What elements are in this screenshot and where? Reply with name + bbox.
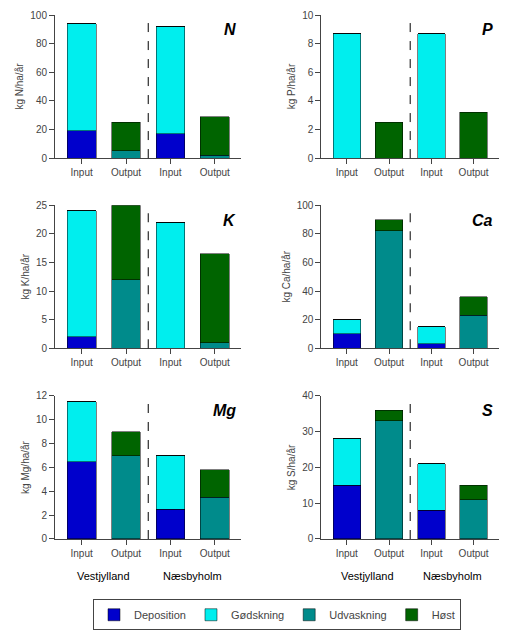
svg-text:Input: Input [336, 548, 358, 559]
svg-text:40: 40 [302, 390, 314, 401]
svg-text:0: 0 [41, 533, 47, 544]
svg-text:Input: Input [420, 548, 442, 559]
svg-text:Udvaskning: Udvaskning [329, 609, 386, 621]
svg-text:Vestjylland: Vestjylland [77, 570, 130, 582]
svg-text:60: 60 [302, 257, 314, 268]
svg-text:kg S/ha/år: kg S/ha/år [286, 444, 297, 490]
svg-text:4: 4 [41, 486, 47, 497]
svg-text:Gødskning: Gødskning [231, 609, 284, 621]
svg-text:60: 60 [36, 67, 48, 78]
svg-text:6: 6 [41, 462, 47, 473]
svg-text:20: 20 [36, 124, 48, 135]
svg-text:10: 10 [302, 498, 314, 509]
svg-text:10: 10 [36, 414, 48, 425]
svg-text:40: 40 [302, 286, 314, 297]
svg-text:5: 5 [41, 314, 47, 325]
svg-text:N: N [224, 21, 236, 38]
svg-text:Deposition: Deposition [134, 609, 186, 621]
svg-text:Output: Output [374, 548, 404, 559]
svg-text:40: 40 [36, 95, 48, 106]
svg-text:Næsbyholm: Næsbyholm [163, 570, 222, 582]
svg-text:0: 0 [41, 153, 47, 164]
svg-text:10: 10 [302, 10, 314, 21]
svg-text:20: 20 [302, 462, 314, 473]
svg-text:Høst: Høst [432, 609, 455, 621]
svg-text:Output: Output [459, 357, 489, 368]
svg-text:2: 2 [308, 124, 314, 135]
svg-text:Input: Input [420, 167, 442, 178]
svg-text:20: 20 [302, 314, 314, 325]
svg-text:Input: Input [159, 548, 181, 559]
svg-text:Input: Input [336, 167, 358, 178]
svg-text:Output: Output [200, 357, 230, 368]
svg-text:Ca: Ca [472, 212, 493, 229]
svg-text:S: S [482, 402, 493, 419]
svg-text:Input: Input [71, 167, 93, 178]
svg-text:12: 12 [36, 390, 48, 401]
svg-text:Input: Input [420, 357, 442, 368]
svg-text:25: 25 [36, 200, 48, 211]
svg-text:8: 8 [41, 438, 47, 449]
svg-text:0: 0 [308, 343, 314, 354]
svg-text:0: 0 [41, 343, 47, 354]
svg-text:0: 0 [308, 153, 314, 164]
svg-text:Output: Output [200, 548, 230, 559]
svg-text:K: K [223, 212, 236, 229]
svg-text:Input: Input [159, 357, 181, 368]
svg-text:Output: Output [111, 548, 141, 559]
svg-text:kg Ca/ha/år: kg Ca/ha/år [281, 250, 292, 302]
svg-text:4: 4 [308, 95, 314, 106]
svg-text:Output: Output [374, 167, 404, 178]
svg-text:Output: Output [111, 357, 141, 368]
svg-text:100: 100 [30, 10, 47, 21]
svg-text:Output: Output [111, 167, 141, 178]
svg-text:kg Mg/ha/år: kg Mg/ha/år [20, 440, 31, 493]
svg-text:kg K/ha/år: kg K/ha/år [20, 253, 31, 299]
svg-text:80: 80 [36, 38, 48, 49]
svg-text:Output: Output [374, 357, 404, 368]
svg-text:Næsbyholm: Næsbyholm [423, 570, 482, 582]
svg-text:kg N/ha/år: kg N/ha/år [14, 63, 25, 110]
svg-text:100: 100 [297, 200, 314, 211]
svg-text:kg P/ha/år: kg P/ha/år [286, 63, 297, 109]
svg-text:0: 0 [308, 533, 314, 544]
svg-text:Input: Input [336, 357, 358, 368]
svg-text:20: 20 [36, 228, 48, 239]
svg-text:6: 6 [308, 67, 314, 78]
svg-text:80: 80 [302, 228, 314, 239]
svg-text:Output: Output [200, 167, 230, 178]
svg-text:Input: Input [71, 548, 93, 559]
svg-text:Mg: Mg [213, 402, 236, 419]
svg-text:30: 30 [302, 426, 314, 437]
svg-text:Output: Output [459, 167, 489, 178]
svg-text:8: 8 [308, 38, 314, 49]
svg-text:15: 15 [36, 257, 48, 268]
svg-text:2: 2 [41, 510, 47, 521]
svg-text:Output: Output [459, 548, 489, 559]
svg-text:P: P [482, 21, 493, 38]
svg-text:10: 10 [36, 286, 48, 297]
svg-text:Input: Input [159, 167, 181, 178]
svg-text:Vestjylland: Vestjylland [341, 570, 394, 582]
svg-text:Input: Input [71, 357, 93, 368]
